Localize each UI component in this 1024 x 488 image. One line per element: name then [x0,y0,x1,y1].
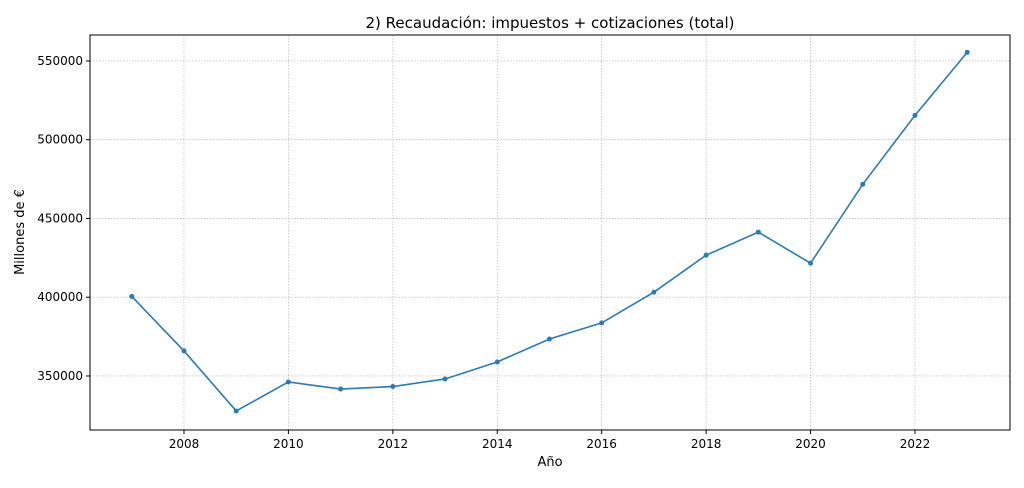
x-tick-label: 2010 [273,437,304,451]
y-tick-label: 400000 [37,290,83,304]
data-point [651,289,657,295]
data-point [390,384,396,390]
y-axis: 350000 400000 450000 500000 550000 [37,54,90,383]
chart-title: 2) Recaudación: impuestos + cotizaciones… [365,14,734,32]
data-point [338,386,344,392]
x-tick-label: 2014 [482,437,513,451]
x-tick-label: 2018 [691,437,722,451]
series [129,49,970,414]
plot-area [89,34,1011,431]
data-point [181,348,187,354]
y-axis-label: Millones de € [13,189,28,275]
x-tick-label: 2016 [586,437,617,451]
data-point [860,181,866,187]
x-axis: 2008 2010 2012 2014 2016 2018 2020 2022 [169,430,931,451]
y-tick-label: 450000 [37,211,83,225]
data-point [599,320,605,326]
data-point [285,379,291,385]
grid [90,35,1010,430]
data-point [442,376,448,382]
data-point [808,260,814,266]
data-point [129,293,135,299]
data-point [494,359,500,365]
series-line [131,51,968,412]
data-point [912,112,918,118]
x-tick-label: 2020 [795,437,826,451]
data-point [703,252,709,258]
y-tick-label: 550000 [37,54,83,68]
x-tick-label: 2022 [900,437,931,451]
x-axis-label: Año [537,455,562,470]
data-point [755,229,761,235]
x-tick-label: 2012 [378,437,409,451]
y-tick-label: 500000 [37,133,83,147]
data-point [546,336,552,342]
y-tick-label: 350000 [37,369,83,383]
data-point [233,408,239,414]
x-tick-label: 2008 [169,437,200,451]
data-point [964,49,970,55]
